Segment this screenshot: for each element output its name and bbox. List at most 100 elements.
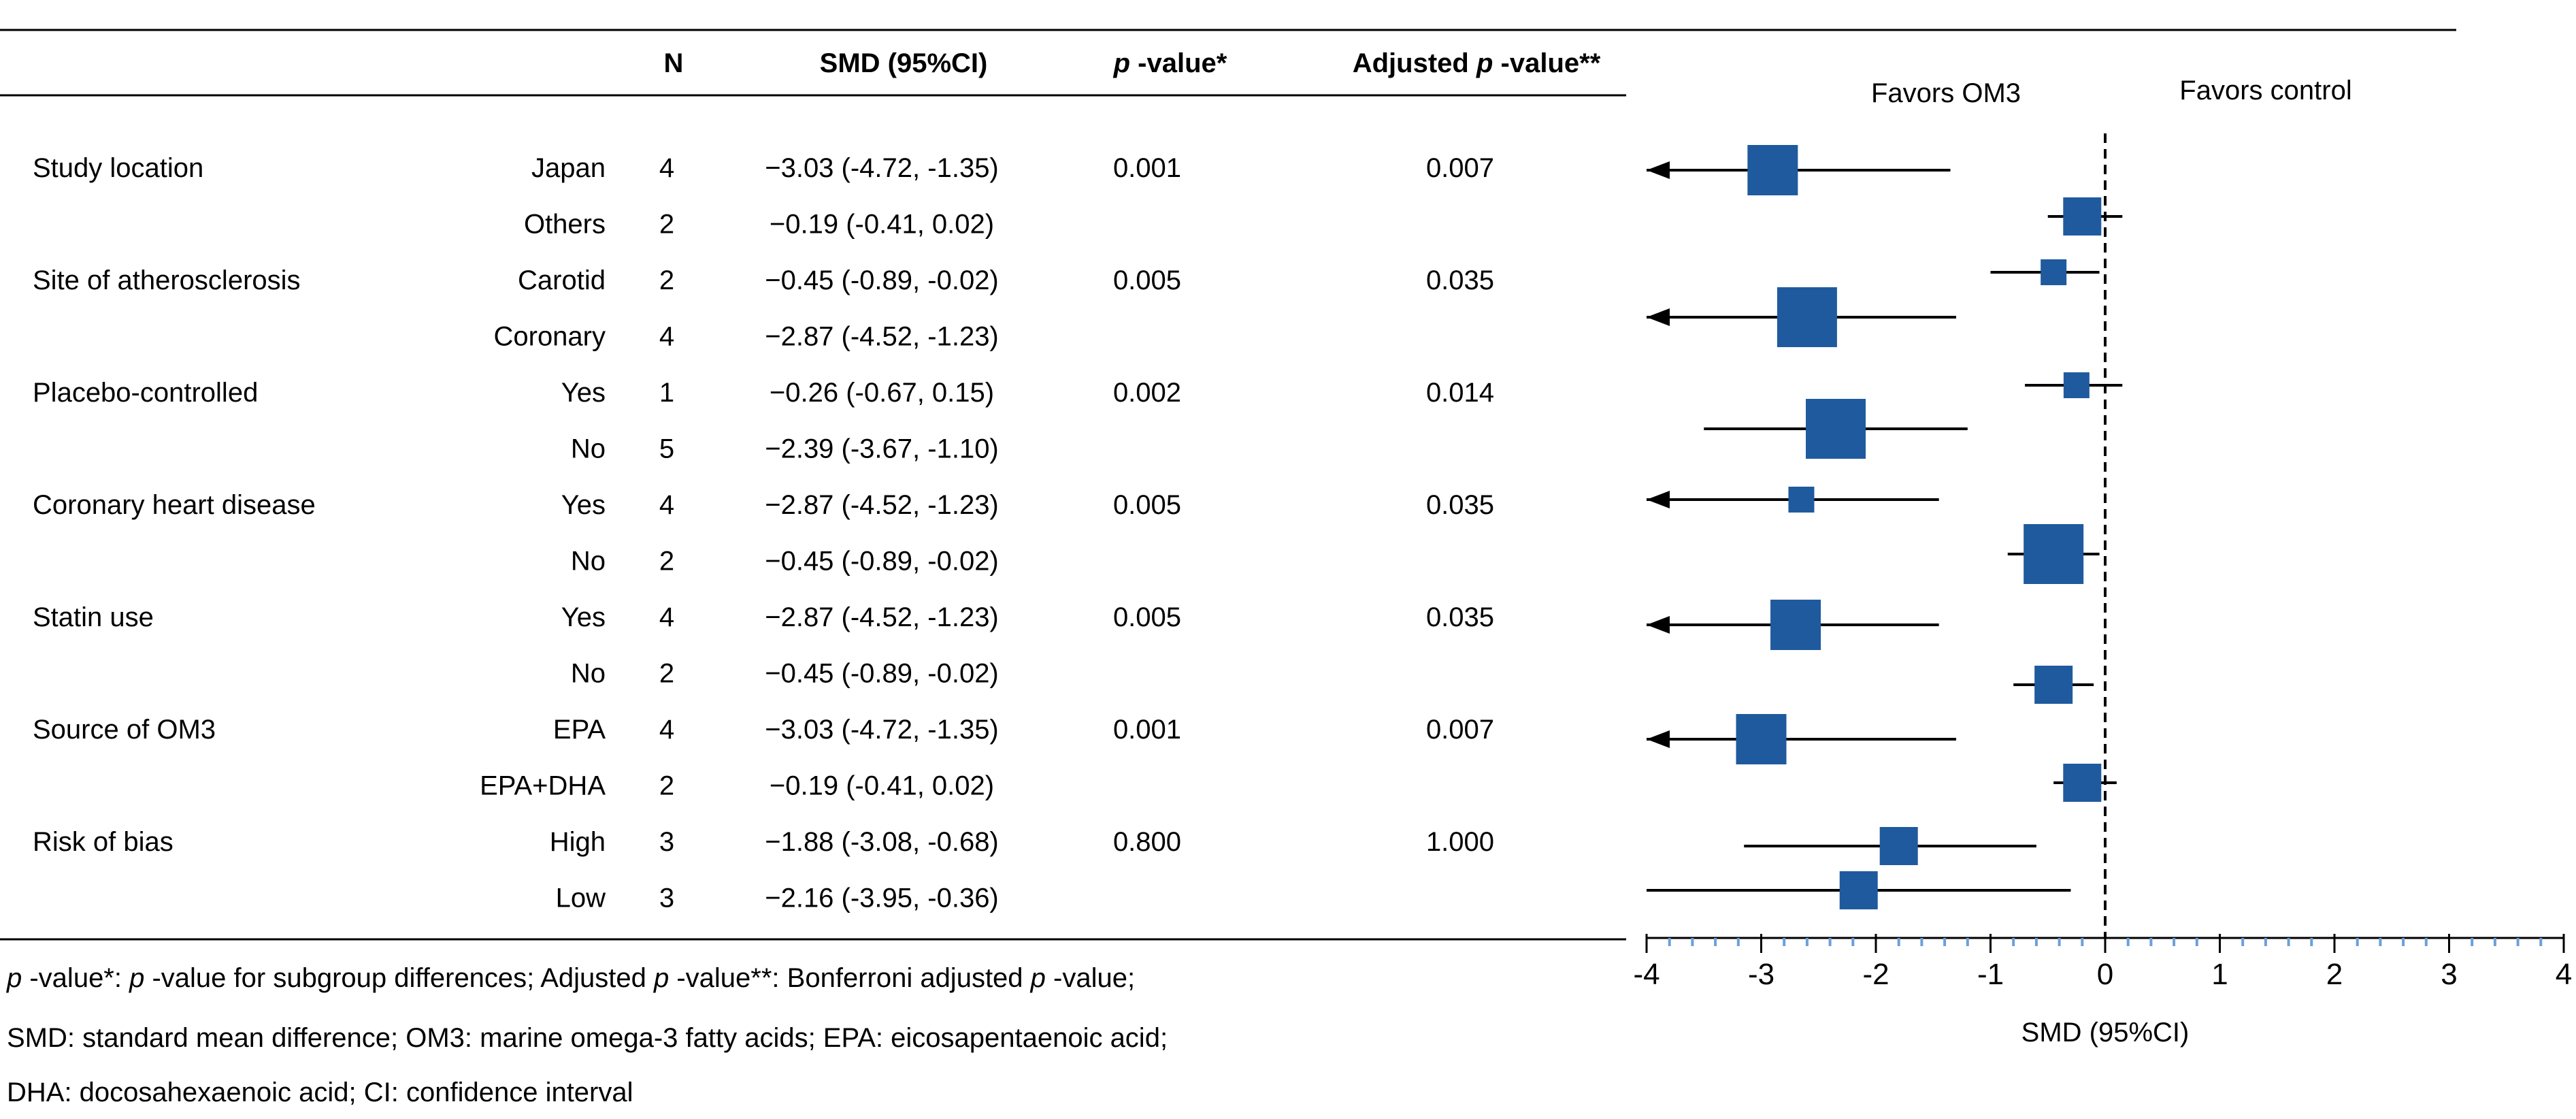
n-value: 3 — [659, 827, 674, 857]
effect-box — [1747, 145, 1798, 195]
ci-arrow-left — [1647, 730, 1670, 748]
effect-box — [1879, 827, 1918, 865]
x-tick-label: 4 — [2556, 958, 2572, 991]
p-value: 0.001 — [1113, 153, 1181, 183]
header-n: N — [664, 48, 684, 78]
group-label: Risk of bias — [33, 827, 174, 857]
smd-ci-text: −3.03 (-4.72, -1.35) — [765, 153, 999, 183]
group-label: Source of OM3 — [33, 715, 216, 745]
n-value: 2 — [659, 265, 674, 295]
subgroup-label: Coronary — [493, 322, 606, 352]
ci-arrow-left — [1647, 161, 1670, 179]
ci-arrow-left — [1647, 491, 1670, 508]
x-tick-label: 2 — [2326, 958, 2343, 991]
x-axis-label: SMD (95%CI) — [2021, 1018, 2190, 1048]
favors-om3-label: Favors OM3 — [1871, 78, 2021, 108]
footnote-line-2: SMD: standard mean difference; OM3: mari… — [7, 1023, 1168, 1053]
header-adjusted-pvalue: Adjusted p -value** — [1353, 48, 1601, 78]
smd-ci-text: −2.39 (-3.67, -1.10) — [765, 434, 999, 464]
smd-ci-text: −2.87 (-4.52, -1.23) — [765, 602, 999, 632]
smd-ci-text: −0.19 (-0.41, 0.02) — [770, 771, 994, 801]
n-value: 4 — [659, 602, 674, 632]
p-value: 0.005 — [1113, 490, 1181, 520]
smd-ci-text: −2.87 (-4.52, -1.23) — [765, 322, 999, 352]
subgroup-label: Carotid — [518, 265, 606, 295]
smd-ci-text: −0.45 (-0.89, -0.02) — [765, 547, 999, 577]
n-value: 2 — [659, 547, 674, 577]
header-smd: SMD (95%CI) — [820, 48, 988, 78]
x-tick-label: -3 — [1748, 958, 1774, 991]
smd-ci-text: −2.16 (-3.95, -0.36) — [765, 883, 999, 913]
footnote-line-1: p -value*: p -value for subgroup differe… — [6, 963, 1135, 993]
adjusted-p-value: 0.014 — [1426, 378, 1494, 408]
n-value: 2 — [659, 771, 674, 801]
effect-box — [2034, 666, 2073, 704]
smd-ci-text: −1.88 (-3.08, -0.68) — [765, 827, 999, 857]
x-tick-label: -1 — [1977, 958, 2004, 991]
group-label: Coronary heart disease — [33, 490, 316, 520]
subgroup-label: Yes — [561, 490, 606, 520]
n-value: 4 — [659, 490, 674, 520]
smd-ci-text: −0.45 (-0.89, -0.02) — [765, 265, 999, 295]
p-value: 0.001 — [1113, 715, 1181, 745]
subgroup-label: No — [571, 434, 606, 464]
subgroup-label: No — [571, 547, 606, 577]
smd-ci-text: −3.03 (-4.72, -1.35) — [765, 715, 999, 745]
n-value: 3 — [659, 883, 674, 913]
x-tick-label: 1 — [2211, 958, 2228, 991]
footnote-segment: p — [6, 963, 22, 993]
adjusted-p-value: 1.000 — [1426, 827, 1494, 857]
effect-box — [2041, 259, 2067, 285]
effect-box — [1839, 871, 1878, 909]
footnote-segment: -value for subgroup differences; Adjuste… — [144, 963, 654, 993]
group-label: Study location — [33, 153, 203, 183]
n-value: 2 — [659, 210, 674, 240]
n-value: 1 — [659, 378, 674, 408]
n-value: 4 — [659, 322, 674, 352]
p-value: 0.800 — [1113, 827, 1181, 857]
subgroup-label: Japan — [531, 153, 606, 183]
subgroup-label: No — [571, 659, 606, 689]
subgroup-label: Yes — [561, 378, 606, 408]
n-value: 4 — [659, 153, 674, 183]
adjusted-p-value: 0.007 — [1426, 715, 1494, 745]
smd-ci-text: −2.87 (-4.52, -1.23) — [765, 490, 999, 520]
footnote-segment: p — [653, 963, 669, 993]
footnote-segment: -value*: — [22, 963, 129, 993]
adjusted-p-value: 0.035 — [1426, 490, 1494, 520]
effect-box — [1788, 487, 1815, 513]
footnote-segment: -value; — [1046, 963, 1135, 993]
favors-control-label: Favors control — [2179, 76, 2351, 106]
header-pvalue: p -value* — [1113, 48, 1227, 78]
effect-box — [2063, 197, 2102, 236]
p-value: 0.005 — [1113, 265, 1181, 295]
effect-box — [1806, 399, 1866, 459]
x-tick-label: 3 — [2441, 958, 2457, 991]
x-tick-label: -4 — [1633, 958, 1659, 991]
p-value: 0.005 — [1113, 602, 1181, 632]
effect-box — [1777, 287, 1837, 347]
adjusted-p-value: 0.007 — [1426, 153, 1494, 183]
table-body: Study location 0.001 0.007 Japan 4 −3.03 (-4.… — [33, 153, 1494, 913]
n-value: 4 — [659, 715, 674, 745]
footnote-segment: p — [129, 963, 144, 993]
footnote-segment: p — [1030, 963, 1046, 993]
n-value: 5 — [659, 434, 674, 464]
footnote-segment: -value**: Bonferroni adjusted — [669, 963, 1030, 993]
p-value: 0.002 — [1113, 378, 1181, 408]
forest-plot: -4 -3 -2 -1 0 1 2 3 4 SMD (95%CI) — [1633, 133, 2572, 1048]
adjusted-p-value: 0.035 — [1426, 602, 1494, 632]
group-label: Statin use — [33, 602, 154, 632]
group-label: Placebo-controlled — [33, 378, 258, 408]
smd-ci-text: −0.26 (-0.67, 0.15) — [770, 378, 994, 408]
group-label: Site of atherosclerosis — [33, 265, 301, 295]
subgroup-label: High — [550, 827, 606, 857]
effect-box — [1770, 600, 1821, 650]
effect-box — [1736, 714, 1787, 764]
ci-arrow-left — [1647, 616, 1670, 634]
smd-ci-text: −0.45 (-0.89, -0.02) — [765, 659, 999, 689]
subgroup-label: Low — [556, 883, 606, 913]
effect-box — [2024, 524, 2084, 584]
adjusted-p-value: 0.035 — [1426, 265, 1494, 295]
